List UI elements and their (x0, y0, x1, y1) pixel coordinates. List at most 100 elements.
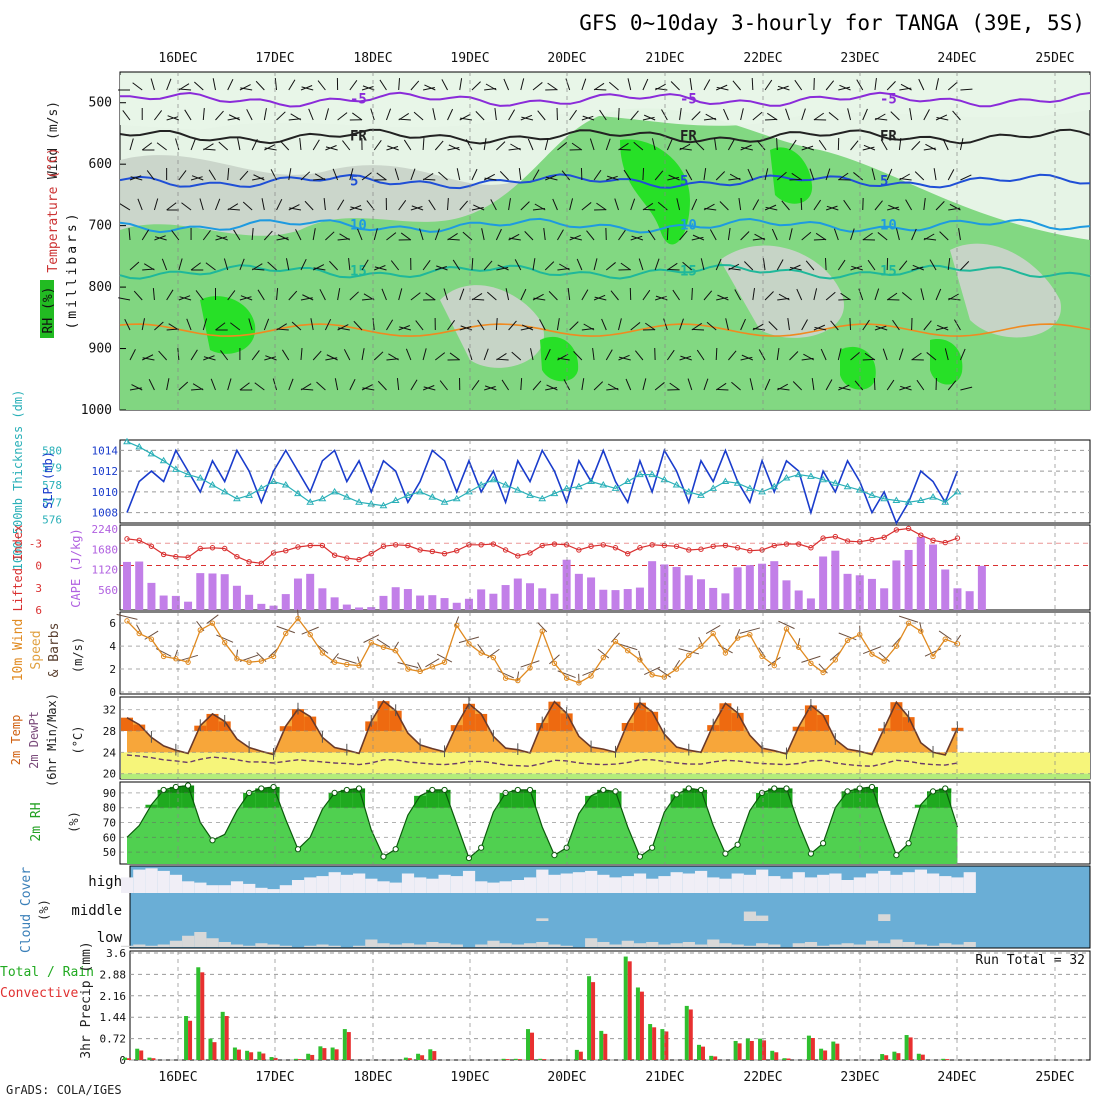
isotherm-10 (119, 217, 1091, 234)
upper-barb (691, 198, 698, 211)
thickness-point (123, 437, 131, 445)
li-point (747, 548, 753, 554)
cape-bar (367, 607, 376, 610)
precip-convective-bar (273, 1057, 278, 1060)
upper-barb (178, 381, 189, 391)
precip-convective-bar (127, 1058, 131, 1060)
li-point (698, 546, 704, 552)
upper-barb (911, 266, 924, 271)
upper-barb (152, 288, 155, 301)
upper-barb (589, 138, 595, 151)
thickness-point (452, 494, 461, 502)
precip-convective-bar (517, 1059, 522, 1060)
li-point (588, 543, 594, 549)
cloud-cover-panel: Cloud Cover (%) high middle low (19, 865, 1091, 953)
upper-barb (227, 208, 240, 211)
upper-barb (212, 78, 216, 91)
precip-total-bar (196, 967, 201, 1060)
cape-bar (672, 566, 681, 610)
upper-barb (325, 146, 338, 151)
precip-convective-bar (542, 1059, 547, 1060)
upper-barb (569, 198, 574, 211)
upper-barb (524, 231, 534, 241)
upper-barb (276, 328, 289, 331)
wind-point (515, 677, 521, 684)
rh-point (734, 841, 741, 848)
upper-barb (122, 110, 131, 121)
cape-bar (599, 589, 608, 610)
wind-point (844, 637, 851, 644)
upper-barb (276, 237, 289, 241)
precip-total-bar (782, 1058, 787, 1060)
upper-barb (459, 78, 463, 91)
thickness-point (941, 498, 950, 505)
thickness-point (745, 484, 754, 491)
cape-bar (904, 549, 913, 610)
cloud-bar-high (646, 878, 659, 893)
upper-barb (813, 199, 822, 211)
precip-total-bar (916, 1053, 921, 1060)
cape-bar (306, 573, 315, 610)
upper-barb (914, 171, 925, 181)
wind-barb (644, 666, 661, 676)
precip-total-bar (501, 1058, 506, 1060)
rh-point (355, 785, 363, 792)
upper-barb (398, 118, 411, 121)
precip-total-bar (232, 1047, 237, 1060)
cape-bar (941, 569, 950, 610)
upper-barb (545, 387, 558, 391)
upper-barb (939, 231, 949, 241)
upper-barb (439, 380, 448, 391)
cloud-bar-high (121, 877, 134, 893)
cape-tick-1120: 1120 (92, 564, 119, 577)
upper-barb (886, 379, 895, 391)
precip-tick-3.6: 3.6 (106, 947, 126, 960)
isotherm-label-5-0: 5 (350, 173, 358, 189)
upper-barb (350, 206, 363, 211)
precip-total-bar (306, 1053, 311, 1060)
upper-barb (545, 174, 557, 181)
upper-barb (264, 144, 276, 151)
upper-barb (623, 169, 632, 181)
isotherm-15 (119, 263, 1091, 280)
upper-barb (851, 265, 863, 271)
rh-blob-2 (440, 285, 544, 368)
upper-barb (877, 232, 888, 241)
upper-barb (381, 288, 387, 301)
precip-convective-bar (664, 1031, 669, 1060)
upper-barb (399, 326, 412, 331)
upper-barb (935, 326, 948, 331)
precip-total-bar (892, 1051, 897, 1060)
upper-barb (508, 233, 520, 241)
upper-barb (667, 176, 680, 181)
upper-barb (171, 230, 180, 241)
wind-point (539, 628, 545, 634)
cloud-bar-low (560, 945, 573, 947)
upper-barb (918, 78, 925, 91)
cape-bar (831, 550, 840, 610)
upper-barb (239, 296, 252, 301)
upper-barb (178, 258, 183, 271)
wind-point (392, 648, 399, 654)
upper-barb (301, 86, 314, 91)
upper-barb (618, 148, 631, 151)
upper-barb (141, 318, 145, 331)
upper-barb (764, 79, 773, 91)
rh-point (478, 844, 485, 851)
precip-convective-bar (432, 1051, 437, 1060)
isotherm-label-15-0: 15 (350, 264, 367, 280)
upper-barb (729, 173, 741, 181)
thickness-point (636, 470, 644, 478)
cloud-bar-high (927, 873, 940, 893)
wind-axis-label: Wind (m/s) (46, 101, 61, 179)
upper-barb (263, 108, 267, 121)
upper-barb (520, 288, 527, 301)
temp-hot-band (817, 715, 830, 731)
upper-barb (267, 261, 277, 271)
bottom-date-25DEC: 25DEC (1035, 1070, 1074, 1085)
thickness-point (281, 480, 290, 488)
rh-blob-4 (950, 243, 1061, 338)
cloud-bar-low (182, 935, 195, 947)
precip-convective-bar (297, 1059, 302, 1060)
precip-convective-bar (920, 1054, 925, 1060)
